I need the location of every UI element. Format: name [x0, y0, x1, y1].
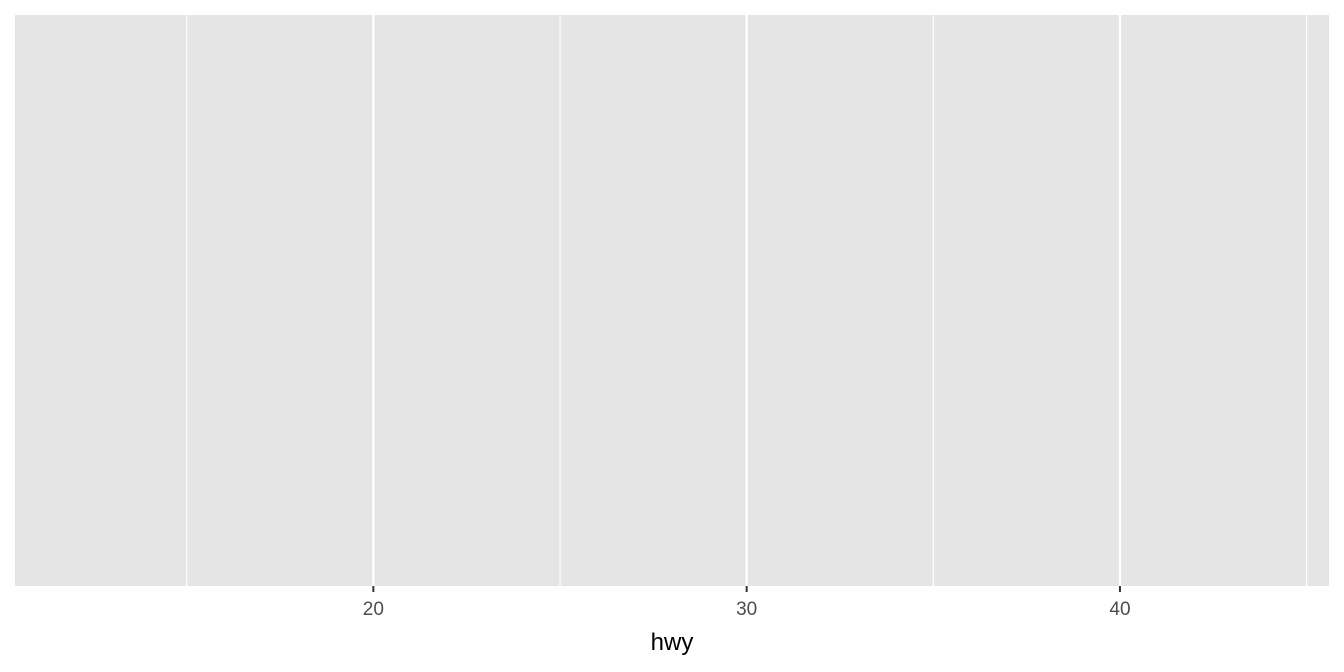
- x-tick-label: 20: [363, 599, 384, 620]
- x-tick-label: 40: [1109, 599, 1130, 620]
- x-tick-label: 30: [736, 599, 757, 620]
- x-axis-ticks: [372, 586, 1121, 592]
- x-axis-tick-labels: 20 30 40: [363, 599, 1131, 620]
- minor-gridlines: [186, 15, 1308, 586]
- x-axis-title: hwy: [651, 629, 694, 656]
- major-gridlines: [372, 15, 1122, 586]
- plot-panel: [15, 15, 1329, 586]
